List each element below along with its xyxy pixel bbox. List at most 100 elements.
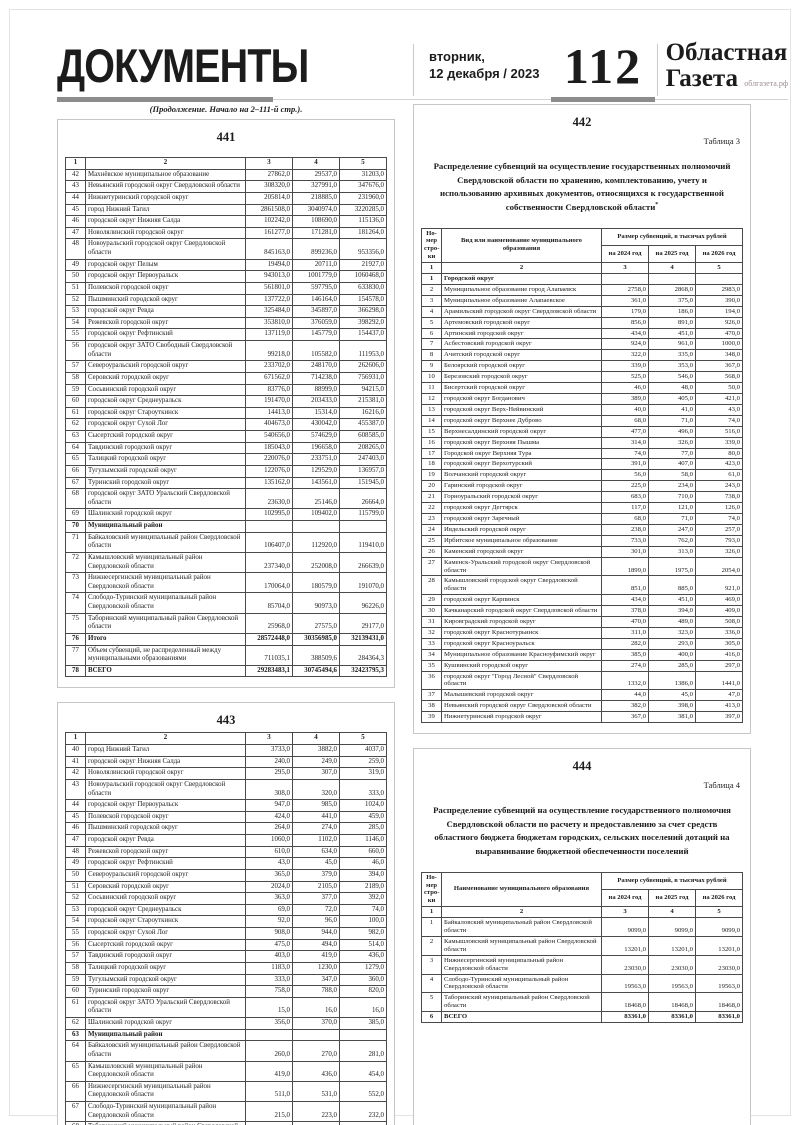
value-2026: 459,0 <box>339 810 387 824</box>
table-row: 25 Ирбитское муниципальное образование 733… <box>421 534 744 547</box>
municipality-name: Муниципальный район <box>85 1028 246 1042</box>
table-row: 7 Асбестовский городской округ 924,0 961,0 1… <box>421 338 744 351</box>
value-2025: 441,0 <box>292 810 340 824</box>
right-column: 442 Таблица 3 Распределение субвенций на… <box>413 104 751 1125</box>
column-number-cell: 2 <box>85 732 246 745</box>
municipality-name: Арамильский городской округ Свердловской… <box>441 305 602 318</box>
value-2024: 85704,0 <box>245 592 293 614</box>
value-2025: 710,0 <box>647 491 696 504</box>
value-2025: 252008,0 <box>292 551 340 574</box>
municipality-name: Камышловский муниципальный район Свердло… <box>85 551 246 574</box>
value-2024: 99218,0 <box>245 339 293 362</box>
value-2024: 361,0 <box>600 294 649 307</box>
value-2025: 353,0 <box>647 360 696 373</box>
value-2025: 400,0 <box>647 648 696 661</box>
value-2024: 2024,0 <box>245 880 293 894</box>
header-row-number: Но-мер стро-ки <box>421 227 442 264</box>
table-row: 52 Пышминский городской округ 137722,0 1461… <box>65 293 387 307</box>
table-row: 13 городской округ Верх-Нейвинский 40,0 41,… <box>421 403 744 416</box>
value-2024: 18468,0 <box>600 992 649 1013</box>
value-2024: 314,0 <box>600 436 649 449</box>
table-row: 36 городской округ "Город Лесной" Свердло… <box>421 670 744 691</box>
value-2025: 430042,0 <box>292 418 340 431</box>
value-2025: 223,0 <box>292 1100 340 1123</box>
value-2024: 540656,0 <box>245 430 293 443</box>
value-2026: 231960,0 <box>339 191 387 205</box>
table-row: 18 городской округ Верхотурский 391,0 407,0… <box>421 458 744 471</box>
table-row: 4 Арамильский городской округ Свердловско… <box>421 305 744 318</box>
value-2024: 264,0 <box>245 822 293 835</box>
row-number: 3 <box>421 954 442 975</box>
section-444: 444 Таблица 4 Распределение субвенций на… <box>413 748 751 1125</box>
value-2025: 1102,0 <box>292 834 340 847</box>
value-2026: 1000,0 <box>694 338 744 351</box>
value-2026: 326,0 <box>694 545 744 558</box>
value-2024: 274,0 <box>600 659 649 672</box>
municipality-name: городской округ Дегтярск <box>441 502 602 514</box>
header-year-2024: на 2024 год <box>600 888 649 908</box>
row-number: 55 <box>65 328 86 341</box>
left-column: (Продолжение. Начало на 2–111-й стр.). 4… <box>57 104 395 1125</box>
municipality-name: Каменский городской округ <box>441 545 602 558</box>
value-2026: 385,0 <box>339 1017 387 1030</box>
row-number: 55 <box>65 927 86 940</box>
municipality-name: Тавдинский городской округ <box>85 441 246 455</box>
table-row: 77 Объем субвенций, не распределенный меж… <box>65 644 387 666</box>
row-number: 59 <box>65 973 86 987</box>
table-row: 15 Верхнесалдинский городской округ 477,0 4… <box>421 425 744 438</box>
value-2026: 454,0 <box>339 1060 387 1082</box>
table-row: 10 Березовский городской округ 525,0 546,0 5… <box>421 371 744 384</box>
header-name: Вид или наименование муниципального обра… <box>441 227 602 264</box>
value-2026: 2054,0 <box>694 556 744 577</box>
value-2024: 1899,0 <box>600 556 649 577</box>
row-number: 63 <box>65 1028 86 1042</box>
municipality-name: городской округ Ревда <box>85 834 246 847</box>
table-row: 48 Режевской городской округ 610,0 634,0 660… <box>65 845 387 859</box>
value-2026: 47,0 <box>694 689 744 702</box>
row-number: 2 <box>421 283 442 296</box>
value-2025: 597795,0 <box>292 281 340 295</box>
row-number: 26 <box>421 545 442 558</box>
row-number: 37 <box>421 689 442 702</box>
value-2026: 4037,0 <box>339 744 387 757</box>
value-2024: 68,0 <box>600 512 649 525</box>
table-row: 64 Тавдинский городской округ 185043,0 1966… <box>65 441 387 455</box>
value-2026: 111953,0 <box>339 339 387 362</box>
table-row: 65 Талицкий городской округ 220076,0 233751… <box>65 453 387 466</box>
value-2025: 13201,0 <box>647 935 696 956</box>
row-number: 51 <box>65 281 86 295</box>
row-number: 50 <box>65 868 86 882</box>
table-row: 5 Таборинский муниципальный район Свердло… <box>421 992 744 1013</box>
value-2025: 19563,0 <box>647 973 696 994</box>
value-2024: 943013,0 <box>245 270 293 283</box>
table-row: 58 Талицкий городской округ 1183,0 1230,0 12… <box>65 961 387 975</box>
value-2024: 27862,0 <box>245 168 293 182</box>
table-row: 44 городской округ Первоуральск 947,0 985,0… <box>65 799 387 812</box>
row-number: 53 <box>65 903 86 917</box>
table-row: 74 Слободо-Туринский муниципальный район … <box>65 592 387 614</box>
value-2024: 1183,0 <box>245 961 293 975</box>
value-2024: 845163,0 <box>245 238 293 260</box>
row-number: 63 <box>65 430 86 443</box>
value-2026: 397,0 <box>694 711 744 724</box>
value-2025: 376059,0 <box>292 316 340 330</box>
value-2025: 274,0 <box>292 822 340 835</box>
value-2024: 122076,0 <box>245 464 293 478</box>
row-number: 12 <box>421 393 442 405</box>
municipality-name: Нижнесергинский муниципальный район Свер… <box>85 1080 246 1103</box>
value-2025: 398,0 <box>647 700 696 713</box>
table-row: 22 городской округ Дегтярск 117,0 121,0 126,… <box>421 502 744 514</box>
value-2024: 83361,0 <box>600 1011 649 1024</box>
value-2026: 982,0 <box>339 927 387 940</box>
column-number-cell: 3 <box>245 732 293 745</box>
table-row: 42 Новолялинский городской округ 295,0 307,… <box>65 767 387 780</box>
value-2024: 237340,0 <box>245 551 293 574</box>
municipality-name: Бисертский городской округ <box>441 382 602 394</box>
row-number: 27 <box>421 556 442 577</box>
value-2025: 248170,0 <box>292 360 340 373</box>
value-2025: 788,0 <box>292 985 340 998</box>
municipality-name: Североуральский городской округ <box>85 868 246 882</box>
table-row: 46 городской округ Нижняя Салда 102242,0 10… <box>65 215 387 228</box>
table-row: 20 Гаринский городской округ 225,0 234,0 243… <box>421 480 744 493</box>
